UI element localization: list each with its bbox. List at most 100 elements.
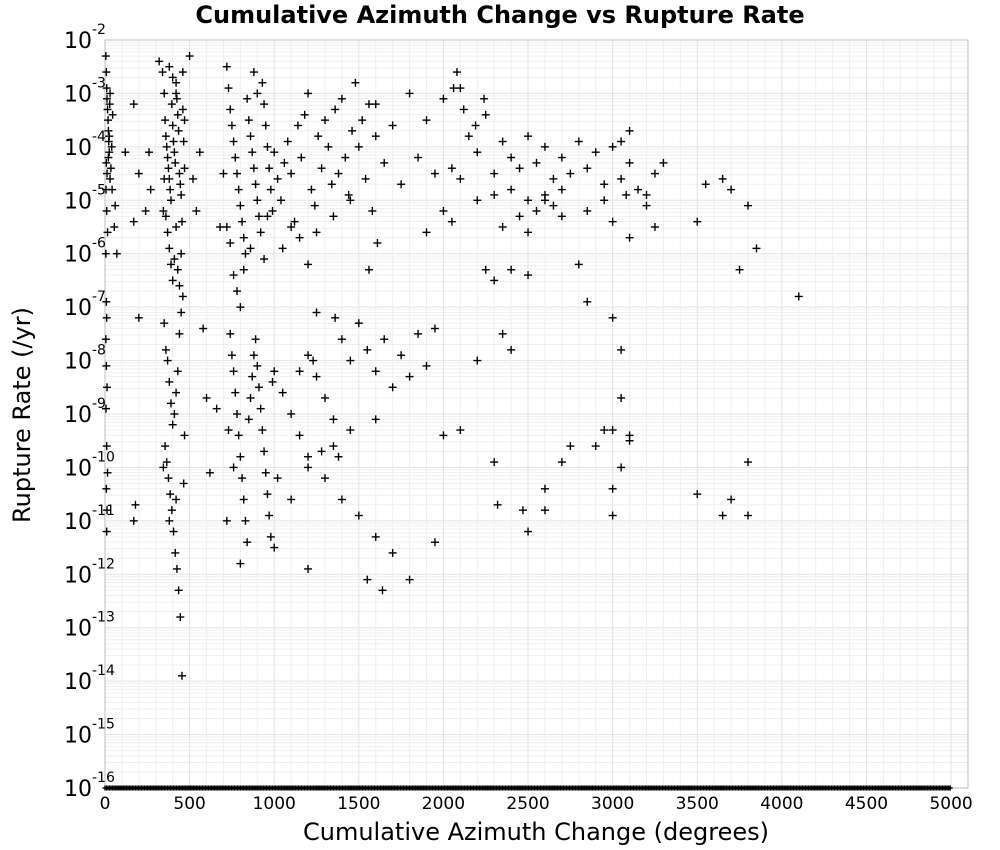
data-point	[170, 148, 179, 157]
data-point	[104, 116, 113, 125]
data-point	[752, 244, 761, 253]
data-point	[175, 281, 184, 290]
data-point	[310, 201, 319, 210]
data-point	[304, 89, 313, 98]
y-tick-exponent: -5	[92, 182, 106, 198]
data-point	[744, 458, 753, 467]
data-point	[102, 297, 111, 306]
data-point	[166, 490, 175, 499]
y-tick-base: 10	[64, 296, 92, 321]
data-point	[490, 276, 499, 285]
data-point	[174, 586, 183, 595]
data-point	[297, 153, 306, 162]
data-point	[617, 393, 626, 402]
data-point	[239, 265, 248, 274]
data-point	[388, 121, 397, 130]
data-point	[456, 84, 465, 93]
data-point	[229, 463, 238, 472]
data-point	[159, 463, 168, 472]
data-point	[608, 484, 617, 493]
data-point	[171, 548, 180, 557]
data-point	[312, 228, 321, 237]
data-point	[744, 511, 753, 520]
data-point	[254, 212, 263, 221]
data-point	[167, 506, 176, 515]
data-point	[371, 532, 380, 541]
data-point	[456, 426, 465, 435]
data-point	[161, 132, 170, 141]
data-point	[258, 78, 267, 87]
data-point	[452, 68, 461, 77]
data-point	[361, 174, 370, 183]
data-point	[358, 116, 367, 125]
x-axis-ticks: 0 500 1000 1500 2000 2500 3000 3500 4000 4500 5000	[100, 794, 973, 814]
x-tick-label: 3500	[676, 794, 719, 814]
data-point	[414, 329, 423, 338]
data-point	[105, 132, 114, 141]
data-point	[608, 313, 617, 322]
data-point	[364, 265, 373, 274]
data-point	[110, 223, 119, 231]
data-point	[253, 196, 262, 205]
data-point	[177, 217, 186, 226]
data-point	[617, 174, 626, 183]
data-point	[243, 94, 252, 103]
data-point	[414, 153, 423, 162]
data-point	[422, 361, 431, 370]
x-tick-label: 3000	[591, 794, 634, 814]
data-point	[231, 153, 240, 162]
data-point	[165, 62, 174, 71]
data-point	[104, 153, 113, 162]
data-point	[249, 164, 258, 173]
data-point	[320, 116, 329, 125]
data-point	[557, 458, 566, 467]
data-point	[161, 116, 170, 125]
data-point	[241, 516, 250, 525]
data-point	[202, 393, 211, 402]
data-point	[388, 383, 397, 392]
data-point	[160, 174, 169, 183]
data-point	[102, 527, 111, 536]
data-point	[625, 233, 634, 242]
data-point	[129, 217, 138, 226]
data-point	[129, 100, 138, 109]
data-point	[583, 206, 592, 215]
data-point	[718, 511, 727, 520]
data-point	[354, 142, 363, 151]
data-point	[540, 196, 549, 205]
data-point	[608, 511, 617, 520]
y-tick-exponent: -7	[92, 289, 106, 305]
data-point	[176, 613, 185, 622]
data-point	[447, 217, 456, 226]
data-point	[574, 137, 583, 146]
data-point	[515, 212, 524, 221]
data-point	[253, 89, 262, 98]
data-point	[794, 292, 803, 301]
y-tick-label: 10 -2	[64, 22, 106, 54]
data-point	[102, 313, 111, 322]
data-point	[371, 132, 380, 141]
data-point	[141, 206, 150, 215]
data-point	[650, 169, 659, 178]
data-point	[229, 271, 238, 280]
data-point	[459, 105, 468, 114]
data-point	[659, 158, 668, 167]
data-point	[430, 538, 439, 547]
data-point	[260, 100, 269, 109]
data-point	[371, 367, 380, 376]
data-point	[108, 185, 117, 194]
x-axis-label: Cumulative Azimuth Change (degrees)	[303, 818, 769, 846]
y-tick-label: 10 -7	[64, 289, 106, 321]
data-point	[388, 548, 397, 557]
data-point	[164, 164, 173, 173]
data-point	[348, 126, 357, 135]
data-point	[265, 164, 274, 173]
data-point	[205, 468, 214, 477]
y-tick-base: 10	[64, 189, 92, 214]
data-point	[234, 431, 243, 440]
data-point	[163, 228, 172, 237]
data-point	[439, 94, 448, 103]
data-point	[251, 180, 260, 189]
data-point	[380, 158, 389, 167]
data-point	[165, 516, 174, 525]
